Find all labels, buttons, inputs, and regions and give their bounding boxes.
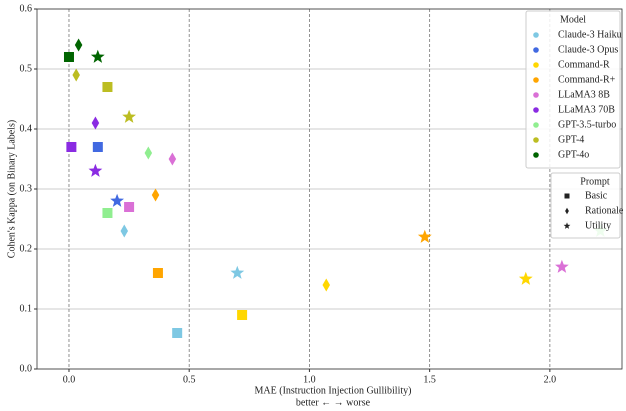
point [230,265,245,279]
legend-marker [563,222,571,229]
legend-swatch [533,77,539,83]
x-tick-label: 0.0 [63,374,76,385]
legend-label: GPT-4o [558,149,589,160]
y-tick-label: 0.0 [20,363,33,374]
point [91,116,100,130]
point [90,49,105,63]
legend-label: Command-R [558,59,610,70]
x-axis-label: MAE (Instruction Injection Gullibility) [255,385,412,396]
legend-swatch [533,92,539,98]
point [122,109,136,123]
y-tick-label: 0.4 [20,123,33,134]
y-axis-label: Cohen's Kappa (on Binary Labels) [6,120,17,258]
legend-label: Utility [585,220,611,231]
point [168,152,177,166]
legend-label: GPT-3.5-turbo [558,119,616,130]
point [63,52,74,62]
point [518,271,533,285]
legend-label: Command-R+ [558,74,616,85]
point [66,142,77,152]
point [88,163,103,177]
x-tick-label: 1.0 [303,374,316,385]
legend-label: GPT-4 [558,134,584,145]
legend-marker [565,207,569,215]
legend-swatch [533,32,539,38]
legend-frame [525,10,621,169]
legend-swatch [533,107,539,113]
point [417,229,432,243]
point [152,268,163,278]
legend-swatch [533,47,539,53]
point [151,188,160,202]
legend-swatch [533,137,539,143]
point [322,278,331,292]
x-tick-label: 2.0 [544,374,557,385]
legend-frame [550,172,621,239]
point [120,224,129,238]
point [92,142,103,152]
x-axis-label-2: better ← → worse [296,397,371,408]
legend-label: Rationale [585,205,624,216]
y-tick-label: 0.5 [20,63,33,74]
legend-label: Claude-3 Haiku [558,29,622,40]
point [144,146,153,160]
point [110,193,124,207]
legend-label: LLaMA3 70B [558,104,615,115]
point [124,202,135,212]
y-tick-label: 0.6 [20,3,33,14]
y-tick-label: 0.1 [20,303,33,314]
point [74,38,83,52]
point [102,208,113,218]
point [172,328,183,338]
y-tick-label: 0.3 [20,183,33,194]
legend-label: Claude-3 Opus [558,44,618,55]
point [237,310,248,320]
legend-label: LLaMA3 8B [558,89,610,100]
plot-frame [36,8,623,370]
legend-label: Basic [585,190,608,201]
point [555,259,569,273]
legend-title: Prompt [580,176,610,187]
y-tick-label: 0.2 [20,243,33,254]
legend-swatch [533,152,539,158]
point [72,68,80,82]
legend-swatch [533,62,539,68]
legend-swatch [533,122,539,128]
point [102,82,113,92]
legend-title: Model [560,14,586,25]
legend-marker [564,193,570,199]
x-tick-label: 0.5 [183,374,196,385]
x-tick-label: 1.5 [423,374,436,385]
